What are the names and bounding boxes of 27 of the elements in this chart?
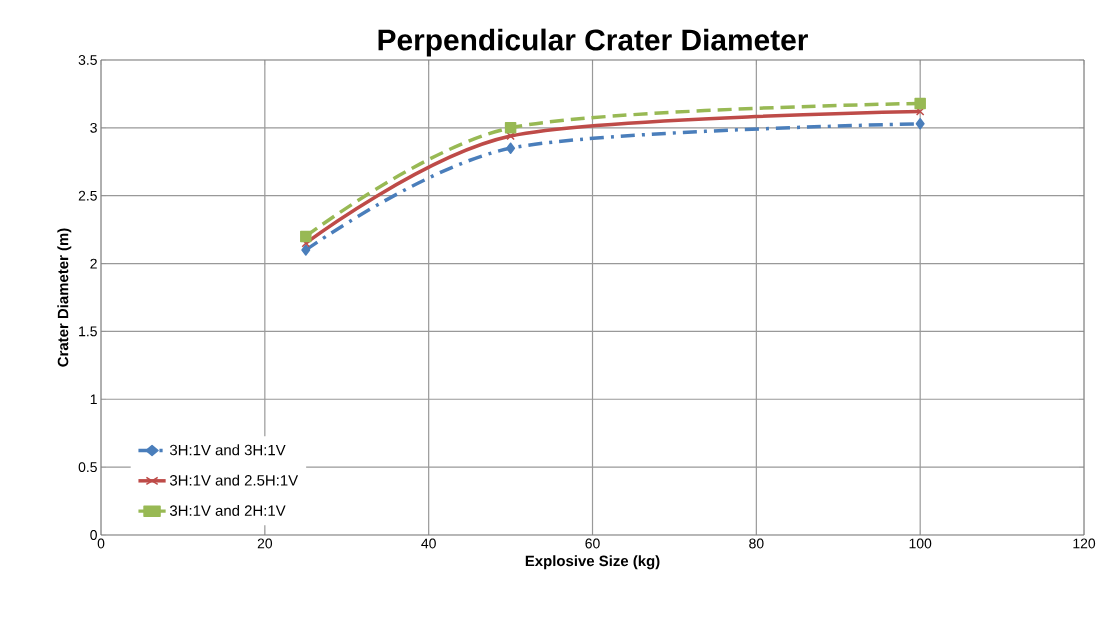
point (300, 230, 312, 243)
x-tick-label: 80 (749, 538, 764, 549)
y-tick-label: 0.5 (78, 462, 97, 473)
y-tick-label: 2.5 (78, 190, 97, 201)
y-tick-label: 3 (90, 122, 97, 133)
y-axis-title: Crater Diameter (m) (57, 228, 72, 367)
legend-label: 3H:1V and 3H:1V (169, 444, 286, 456)
point (914, 97, 926, 110)
y-tick-label: 1.5 (79, 326, 97, 337)
point (506, 142, 516, 154)
x-tick-label: 60 (585, 538, 600, 549)
point (915, 118, 925, 130)
chart-title: Perpendicular Crater Diameter (378, 28, 808, 57)
x-tick-label: 0 (97, 538, 105, 549)
legend-label: 3H:1V and 2.5H:1V (169, 474, 299, 486)
point (301, 244, 311, 256)
y-tick-label: 3.5 (78, 55, 97, 65)
x-tick-label: 20 (257, 538, 273, 549)
point (504, 122, 517, 134)
x-tick-label: 40 (421, 538, 436, 549)
y-tick-label: 1 (90, 394, 97, 405)
y-tick-label: 0 (90, 530, 97, 540)
x-axis-title: Explosive Size (kg) (525, 555, 660, 570)
x-tick-label: 120 (1073, 538, 1096, 549)
legend-label: 3H:1V and 2H:1V (169, 504, 286, 516)
y-tick-label: 2 (90, 258, 97, 269)
x-tick-label: 100 (909, 538, 932, 549)
